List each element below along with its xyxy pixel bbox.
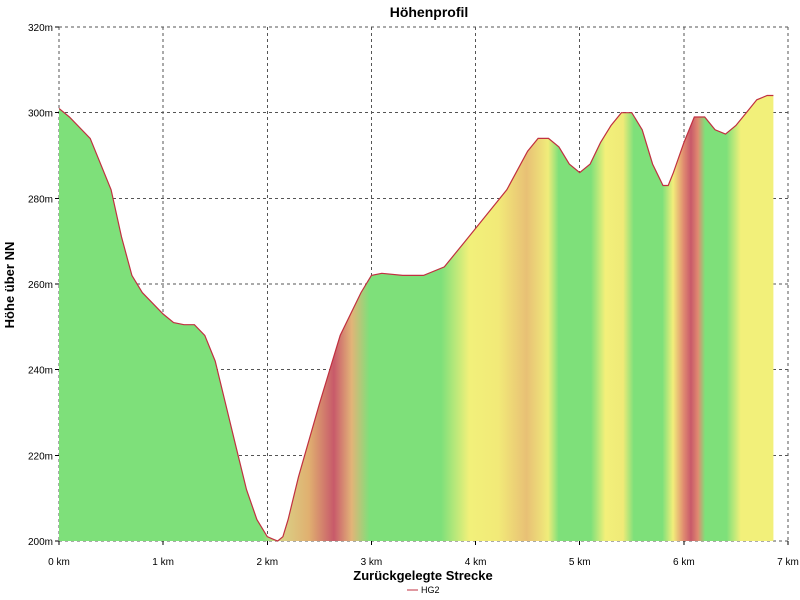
chart-title: Höhenprofil	[390, 4, 469, 20]
y-tick-label: 280m	[28, 194, 53, 205]
y-tick-label: 300m	[28, 109, 53, 120]
x-tick-label: 7 km	[777, 557, 799, 568]
x-tick-label: 6 km	[673, 557, 695, 568]
x-tick-label: 2 km	[256, 557, 278, 568]
y-tick-label: 260m	[28, 280, 53, 291]
x-tick-label: 4 km	[465, 557, 487, 568]
x-tick-label: 5 km	[569, 557, 591, 568]
y-tick-label: 320m	[28, 23, 53, 34]
y-tick-label: 240m	[28, 366, 53, 377]
legend: HG2	[407, 585, 440, 595]
x-axis-label: Zurückgelegte Strecke	[353, 568, 492, 583]
y-axis-label: Höhe über NN	[2, 242, 17, 329]
x-tick-label: 1 km	[152, 557, 174, 568]
elevation-area-hg2	[59, 95, 774, 541]
series-line-hg2	[58, 94, 774, 542]
plot-area	[58, 94, 774, 542]
y-tick-label: 200m	[28, 537, 53, 548]
y-axis-ticks: 200m 220m 240m 260m 280m 300m 320m	[28, 23, 59, 548]
legend-label-hg2: HG2	[421, 585, 440, 595]
y-tick-label: 220m	[28, 451, 53, 462]
x-tick-label: 0 km	[48, 557, 70, 568]
x-tick-label: 3 km	[361, 557, 383, 568]
x-axis-ticks: 0 km 1 km 2 km 3 km 4 km 5 km 6 km 7 km	[48, 541, 799, 568]
